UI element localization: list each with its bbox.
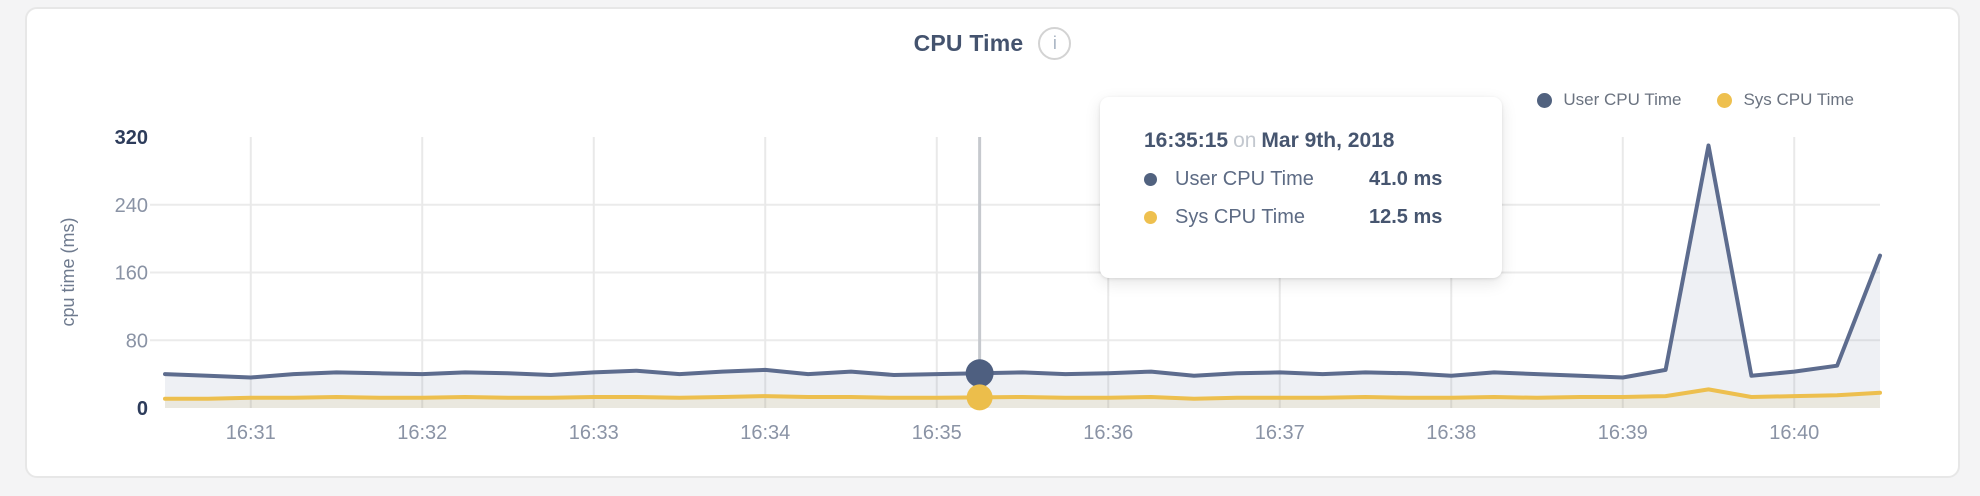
legend-label-sys: Sys CPU Time (1743, 90, 1854, 109)
x-tick-label: 16:38 (1426, 422, 1476, 444)
legend-label-user: User CPU Time (1563, 90, 1682, 109)
hover-dot-user (965, 359, 994, 388)
sys-line (163, 387, 1882, 401)
x-tick-label: 16:36 (1083, 422, 1133, 444)
tooltip-header: 16:35:15 on Mar 9th, 2018 (1144, 129, 1502, 153)
legend-item-user[interactable]: User CPU Time (1537, 90, 1681, 110)
sys-series-dot-icon (1717, 92, 1733, 108)
x-tick-label: 16:39 (1598, 422, 1648, 444)
x-tick-label: 16:37 (1255, 422, 1305, 444)
user-line (163, 143, 1882, 380)
hover-dot-sys (966, 384, 993, 411)
tooltip-date: Mar 9th, 2018 (1261, 129, 1395, 152)
info-icon[interactable]: i (1038, 27, 1072, 60)
tooltip-value-sys: 12.5 ms (1369, 206, 1443, 228)
y-tick-label: 80 (126, 330, 148, 352)
chart-header: CPU Time i (25, 27, 1960, 60)
chart-card (25, 7, 1960, 478)
chart-title: CPU Time (913, 30, 1024, 56)
y-tick-label: 320 (115, 127, 148, 149)
x-tick-label: 16:40 (1769, 422, 1819, 444)
tooltip-label-sys: Sys CPU Time (1175, 206, 1306, 228)
x-tick-label: 16:34 (740, 422, 790, 444)
y-tick-label: 240 (115, 195, 148, 217)
x-tick-label: 16:32 (397, 422, 447, 444)
tooltip-row-user: User CPU Time 41.0 ms (1144, 168, 1502, 191)
hover-tooltip: 16:35:15 on Mar 9th, 2018 User CPU Time 41… (1100, 97, 1502, 278)
sys-series-dot-icon (1144, 211, 1157, 224)
tooltip-row-sys: Sys CPU Time 12.5 ms (1144, 206, 1502, 229)
y-tick-label: 160 (115, 263, 148, 285)
tooltip-connector: on (1233, 129, 1257, 152)
x-tick-label: 16:31 (226, 422, 276, 444)
user-series-dot-icon (1537, 92, 1553, 108)
user-area (165, 145, 1880, 408)
user-series-dot-icon (1144, 173, 1157, 186)
chart-plot: 0 80 160 240 320 16:31 16:32 16:33 16:34 16:35 16:… (115, 127, 1882, 444)
y-tick-label: 0 (137, 398, 148, 420)
x-tick-label: 16:35 (912, 422, 962, 444)
tooltip-time: 16:35:15 (1144, 129, 1229, 152)
chart-legend: User CPU Time Sys CPU Time (1537, 90, 1854, 110)
y-axis-title: cpu time (ms) (58, 217, 78, 326)
tooltip-value-user: 41.0 ms (1369, 168, 1443, 190)
legend-item-sys[interactable]: Sys CPU Time (1717, 90, 1854, 110)
x-tick-label: 16:33 (569, 422, 619, 444)
tooltip-label-user: User CPU Time (1175, 168, 1314, 190)
